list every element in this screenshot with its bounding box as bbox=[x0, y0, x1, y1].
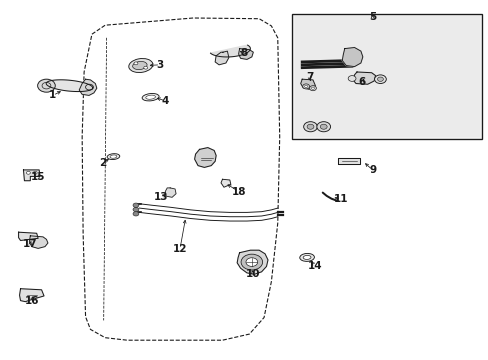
Circle shape bbox=[316, 122, 330, 132]
Circle shape bbox=[133, 212, 139, 216]
Text: 7: 7 bbox=[305, 72, 313, 82]
Circle shape bbox=[38, 79, 55, 92]
Ellipse shape bbox=[110, 155, 117, 158]
Circle shape bbox=[303, 122, 317, 132]
Circle shape bbox=[241, 254, 262, 270]
Text: 8: 8 bbox=[241, 48, 247, 58]
Text: 3: 3 bbox=[157, 60, 163, 70]
Polygon shape bbox=[194, 148, 216, 167]
Text: 14: 14 bbox=[307, 261, 322, 271]
Polygon shape bbox=[210, 45, 250, 57]
Polygon shape bbox=[237, 250, 267, 274]
Text: 11: 11 bbox=[333, 194, 348, 204]
Circle shape bbox=[311, 87, 314, 89]
Circle shape bbox=[26, 171, 30, 174]
Text: 4: 4 bbox=[161, 96, 169, 106]
Circle shape bbox=[245, 258, 257, 266]
Circle shape bbox=[377, 77, 383, 81]
Ellipse shape bbox=[299, 253, 314, 261]
Bar bbox=[292, 14, 481, 139]
Circle shape bbox=[302, 84, 309, 89]
Ellipse shape bbox=[128, 59, 153, 72]
Polygon shape bbox=[20, 289, 44, 302]
Text: 12: 12 bbox=[172, 244, 187, 254]
Polygon shape bbox=[165, 188, 176, 197]
Text: 10: 10 bbox=[245, 269, 260, 279]
Text: 5: 5 bbox=[368, 12, 375, 22]
Text: 9: 9 bbox=[368, 165, 375, 175]
Polygon shape bbox=[29, 236, 48, 248]
Text: 16: 16 bbox=[24, 296, 39, 306]
Polygon shape bbox=[221, 179, 230, 187]
Polygon shape bbox=[338, 158, 359, 164]
Polygon shape bbox=[19, 232, 38, 240]
Ellipse shape bbox=[107, 154, 120, 159]
Polygon shape bbox=[342, 48, 362, 67]
Text: 17: 17 bbox=[23, 239, 38, 249]
Circle shape bbox=[143, 66, 147, 69]
Polygon shape bbox=[23, 170, 40, 181]
Ellipse shape bbox=[303, 255, 310, 260]
Ellipse shape bbox=[142, 94, 159, 101]
Polygon shape bbox=[46, 80, 93, 91]
Circle shape bbox=[306, 124, 313, 129]
Text: 18: 18 bbox=[231, 186, 245, 197]
Polygon shape bbox=[352, 72, 375, 84]
Ellipse shape bbox=[145, 95, 155, 99]
Text: 2: 2 bbox=[99, 158, 106, 168]
Circle shape bbox=[304, 85, 307, 87]
Bar bbox=[294, 16, 479, 137]
Polygon shape bbox=[215, 51, 228, 65]
Text: 15: 15 bbox=[31, 172, 45, 182]
Circle shape bbox=[347, 76, 355, 81]
Circle shape bbox=[309, 86, 316, 91]
Circle shape bbox=[134, 62, 138, 65]
Circle shape bbox=[133, 207, 139, 212]
Text: 1: 1 bbox=[49, 90, 56, 100]
Polygon shape bbox=[79, 79, 97, 95]
Text: 13: 13 bbox=[154, 192, 168, 202]
Polygon shape bbox=[300, 79, 315, 89]
Circle shape bbox=[133, 203, 139, 207]
Polygon shape bbox=[238, 49, 253, 59]
Ellipse shape bbox=[132, 62, 147, 69]
Text: 6: 6 bbox=[358, 77, 365, 87]
Circle shape bbox=[374, 75, 386, 84]
Circle shape bbox=[33, 171, 37, 174]
Circle shape bbox=[320, 124, 326, 129]
